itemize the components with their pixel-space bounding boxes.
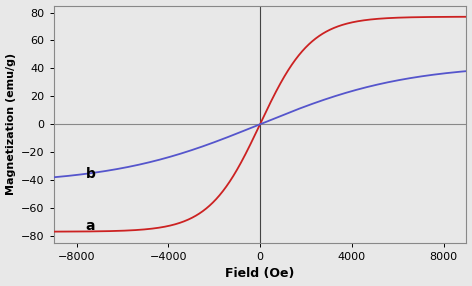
- Text: b: b: [86, 168, 96, 181]
- Y-axis label: Magnetization (emu/g): Magnetization (emu/g): [6, 53, 16, 195]
- Text: a: a: [86, 219, 95, 233]
- X-axis label: Field (Oe): Field (Oe): [225, 267, 295, 281]
